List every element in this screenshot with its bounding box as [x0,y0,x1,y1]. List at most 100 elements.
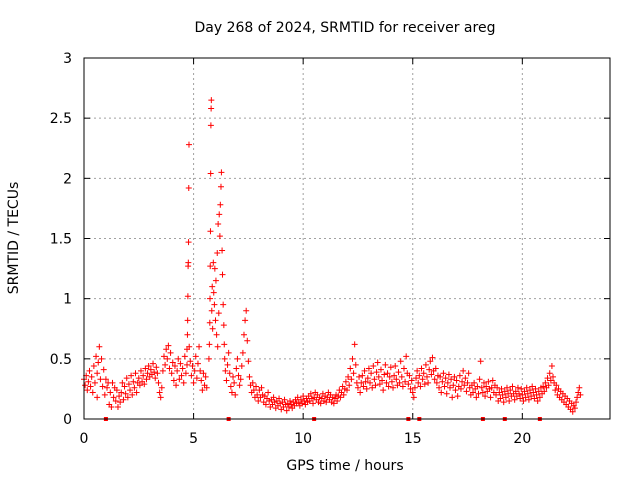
y-tick-labels: 0 0.5 1 1.5 2 2.5 3 [50,51,72,428]
data-point [419,376,426,383]
data-point [189,363,196,370]
data-point [406,372,413,379]
data-point [505,390,512,397]
data-point [118,389,125,396]
data-point [144,370,151,377]
x-axis-label: GPS time / hours [286,458,403,474]
data-point [136,382,143,389]
data-point [502,394,509,401]
data-point [356,373,363,380]
data-point [137,367,144,374]
data-point [184,331,191,338]
data-point [300,393,307,400]
data-point [342,378,349,385]
data-point [493,391,500,398]
data-point [199,387,206,394]
data-point [153,364,160,371]
data-point [364,375,371,382]
data-point [496,389,503,396]
y-tick-label: 1.5 [50,232,72,248]
data-point [219,271,226,278]
y-tick-label: 0.5 [50,352,72,368]
data-point [191,367,198,374]
data-point [174,367,181,374]
data-point [207,263,214,270]
data-point [437,373,444,380]
data-point [544,375,551,382]
data-point [373,369,380,376]
x-tick-label: 20 [513,431,531,447]
data-point [509,383,516,390]
data-point [489,377,496,384]
data-point [442,375,449,382]
data-point [96,343,103,350]
data-point [531,395,538,402]
data-point [400,365,407,372]
data-point [211,301,218,308]
data-point [375,373,382,380]
data-point [376,381,383,388]
data-point [208,97,215,104]
data-point [307,390,314,397]
data-point [245,358,252,365]
data-point [162,361,169,368]
data-point [426,366,433,373]
data-point [276,395,283,402]
data-point [237,376,244,383]
data-point [167,349,174,356]
data-point [108,403,115,410]
data-point [228,389,235,396]
data-point [387,364,394,371]
x-tick-label: 5 [189,431,198,447]
data-point [357,389,364,396]
data-point [233,365,240,372]
data-point [234,355,241,362]
data-point [218,169,225,176]
data-point [507,387,514,394]
data-point [548,363,555,370]
x-tick-labels: 0 5 10 15 20 [80,431,532,447]
data-point [85,378,92,385]
data-point [368,370,375,377]
data-point [347,365,354,372]
x-tick-label: 0 [80,431,89,447]
data-point [253,383,260,390]
data-point [94,394,101,401]
data-point [188,372,195,379]
data-point [438,389,445,396]
data-point [166,365,173,372]
data-point [116,393,123,400]
data-point [473,394,480,401]
data-point [391,372,398,379]
data-point [88,373,95,380]
data-point [99,383,106,390]
data-point [425,379,432,386]
data-point [184,317,191,324]
data-point [207,170,214,177]
data-point [258,384,265,391]
data-point [196,343,203,350]
data-point [240,331,247,338]
data-point [206,341,213,348]
data-point [402,378,409,385]
data-point [246,373,253,380]
data-point [157,394,164,401]
data-point [132,370,139,377]
data-point [463,388,470,395]
data-point [254,391,261,398]
data-point [171,363,178,370]
data-point [479,389,486,396]
data-point [533,391,540,398]
data-point [519,391,526,398]
data-point [541,388,548,395]
data-point [379,377,386,384]
data-point [231,379,238,386]
data-point [334,397,341,404]
data-point [165,342,172,349]
y-tick-label: 2 [63,171,72,187]
plot-frame [83,57,611,420]
data-point [210,259,217,266]
data-point [176,376,183,383]
data-point [532,385,539,392]
data-point [281,396,288,403]
